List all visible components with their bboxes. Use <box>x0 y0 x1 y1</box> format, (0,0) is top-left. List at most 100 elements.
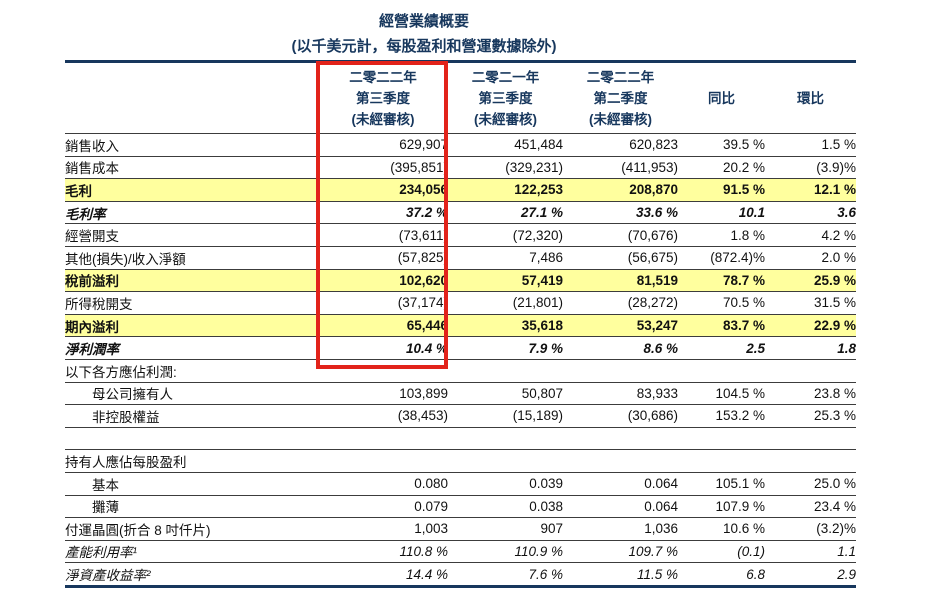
cell-value: 50,807 <box>448 382 563 406</box>
cell-value: 620,823 <box>563 133 678 157</box>
cell-value: (37,174) <box>318 291 448 315</box>
cell-value: 11.5 % <box>563 562 678 587</box>
page-subtitle: (以千美元計，每股盈利和營運數據除外) <box>291 38 557 55</box>
cell-value: (872.4)% <box>678 246 765 270</box>
cell-value: 0.064 <box>563 495 678 519</box>
cell-value: (73,611) <box>318 223 448 247</box>
table-row-profit-for-period: 期內溢利 65,446 35,618 53,247 83.7 % 22.9 % <box>65 314 856 338</box>
cell-value <box>765 449 856 473</box>
cell-value: 31.5 % <box>765 291 856 315</box>
row-label: 稅前溢利 <box>65 269 318 293</box>
cell-value: 629,907 <box>318 133 448 157</box>
cell-value: 23.8 % <box>765 382 856 406</box>
cell-value: 70.5 % <box>678 291 765 315</box>
cell-value: 23.4 % <box>765 495 856 519</box>
table-row-net-margin: 淨利潤率 10.4 % 7.9 % 8.6 % 2.5 1.8 <box>65 336 856 360</box>
cell-value: 110.8 % <box>318 540 448 564</box>
cell-value: 0.064 <box>563 472 678 496</box>
cell-value: 0.039 <box>448 472 563 496</box>
cell-value: 451,484 <box>448 133 563 157</box>
header-row: 二零二二年 第三季度 (未經審核) 二零二一年 第三季度 (未經審核) 二零二二… <box>65 61 856 134</box>
table-row-spacer <box>65 427 856 451</box>
cell-value: 57,419 <box>448 269 563 293</box>
row-label: 母公司擁有人 <box>65 382 318 406</box>
cell-value <box>765 427 856 451</box>
cell-value: 907 <box>448 517 563 541</box>
cell-value: 6.8 <box>678 562 765 587</box>
cell-value: 1,036 <box>563 517 678 541</box>
table-row-capacity-utilization: 產能利用率¹ 110.8 % 110.9 % 109.7 % (0.1) 1.1 <box>65 540 856 564</box>
cell-value <box>563 359 678 383</box>
cell-value: 2.0 % <box>765 246 856 270</box>
cell-value: 1.1 <box>765 540 856 564</box>
row-label: 非控股權益 <box>65 404 318 428</box>
cell-value <box>563 427 678 451</box>
cell-value <box>318 359 448 383</box>
cell-value: 7.6 % <box>448 562 563 587</box>
cell-value: 25.0 % <box>765 472 856 496</box>
table-row-return-on-equity: 淨資產收益率² 14.4 % 7.6 % 11.5 % 6.8 2.9 <box>65 562 856 587</box>
cell-value: (57,825) <box>318 246 448 270</box>
cell-value <box>448 449 563 473</box>
cell-value: 1.8 % <box>678 223 765 247</box>
row-label: 淨資產收益率² <box>65 562 318 587</box>
cell-value: 4.2 % <box>765 223 856 247</box>
cell-value: 8.6 % <box>563 336 678 360</box>
row-label: 毛利率 <box>65 201 318 225</box>
table-row-wafer-shipments: 付運晶圓(折合 8 吋仟片) 1,003 907 1,036 10.6 % (3… <box>65 517 856 541</box>
cell-value <box>678 449 765 473</box>
cell-value: 105.1 % <box>678 472 765 496</box>
row-label: 淨利潤率 <box>65 336 318 360</box>
cell-value: 83.7 % <box>678 314 765 338</box>
cell-value: 107.9 % <box>678 495 765 519</box>
cell-value <box>678 359 765 383</box>
row-label: 銷售成本 <box>65 156 318 180</box>
cell-value: 234,056 <box>318 178 448 202</box>
cell-value: 1.5 % <box>765 133 856 157</box>
cell-value <box>448 427 563 451</box>
row-label: 毛利 <box>65 178 318 202</box>
row-label: 其他(損失)/收入淨額 <box>65 246 318 270</box>
cell-value: (15,189) <box>448 404 563 428</box>
cell-value: 102,620 <box>318 269 448 293</box>
cell-value: (38,453) <box>318 404 448 428</box>
cell-value: (395,851) <box>318 156 448 180</box>
cell-value: (329,231) <box>448 156 563 180</box>
cell-value: 103,899 <box>318 382 448 406</box>
cell-value: 2.5 <box>678 336 765 360</box>
cell-value: 0.038 <box>448 495 563 519</box>
table-row-non-controlling-interests: 非控股權益 (38,453) (15,189) (30,686) 153.2 %… <box>65 404 856 428</box>
header-q3-2021: 二零二一年 第三季度 (未經審核) <box>448 61 563 134</box>
cell-value: 35,618 <box>448 314 563 338</box>
cell-value: (28,272) <box>563 291 678 315</box>
operating-results-table: 二零二二年 第三季度 (未經審核) 二零二一年 第三季度 (未經審核) 二零二二… <box>65 60 856 588</box>
cell-value: 153.2 % <box>678 404 765 428</box>
cell-value: 104.5 % <box>678 382 765 406</box>
cell-value: 78.7 % <box>678 269 765 293</box>
cell-value: 20.2 % <box>678 156 765 180</box>
cell-value: (411,953) <box>563 156 678 180</box>
cell-value: 83,933 <box>563 382 678 406</box>
header-q3-2022: 二零二二年 第三季度 (未經審核) <box>318 61 448 134</box>
row-label <box>65 427 318 451</box>
table-row-profit-attributable-section: 以下各方應佔利潤: <box>65 359 856 383</box>
cell-value: 25.9 % <box>765 269 856 293</box>
cell-value: 33.6 % <box>563 201 678 225</box>
row-label: 基本 <box>65 472 318 496</box>
table-row-gross-profit: 毛利 234,056 122,253 208,870 91.5 % 12.1 % <box>65 178 856 202</box>
cell-value: (0.1) <box>678 540 765 564</box>
table-row-parent-owners: 母公司擁有人 103,899 50,807 83,933 104.5 % 23.… <box>65 382 856 406</box>
header-q2-2022: 二零二二年 第二季度 (未經審核) <box>563 61 678 134</box>
report-title-block: 經營業績概要 (以千美元計，每股盈利和營運數據除外) <box>0 9 848 59</box>
row-label: 期內溢利 <box>65 314 318 338</box>
cell-value: 10.1 <box>678 201 765 225</box>
cell-value: (30,686) <box>563 404 678 428</box>
cell-value: 7.9 % <box>448 336 563 360</box>
cell-value: 10.4 % <box>318 336 448 360</box>
cell-value: 22.9 % <box>765 314 856 338</box>
cell-value: 10.6 % <box>678 517 765 541</box>
cell-value: 109.7 % <box>563 540 678 564</box>
cell-value: (3.9)% <box>765 156 856 180</box>
header-yoy: 同比 <box>678 61 765 134</box>
cell-value <box>765 359 856 383</box>
